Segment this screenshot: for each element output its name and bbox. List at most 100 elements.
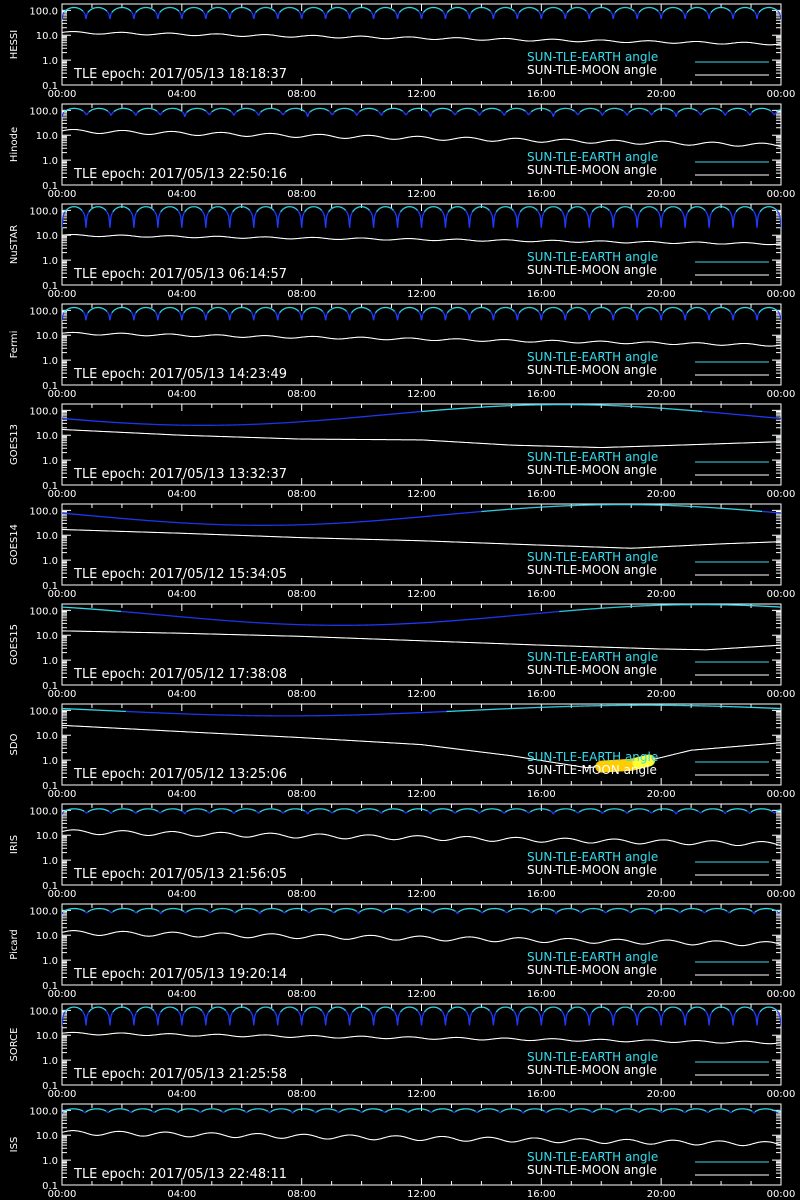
earth-angle-segment [259, 207, 262, 210]
earth-angle-segment [179, 109, 182, 112]
earth-angle-segment [712, 208, 715, 211]
earth-angle-segment [206, 312, 209, 316]
earth-angle-segment [558, 208, 561, 210]
earth-angle-segment [721, 110, 724, 113]
x-tick-label: 00:00 [767, 189, 796, 200]
earth-angle-segment [679, 208, 682, 211]
earth-angle-segment [127, 308, 130, 311]
earth-angle-segment [375, 10, 378, 13]
x-tick-label: 08:00 [287, 589, 316, 600]
earth-angle-segment [131, 312, 134, 316]
earth-angle-segment [776, 210, 779, 213]
earth-angle-segment [774, 308, 777, 311]
curves [62, 6, 781, 46]
earth-angle-segment [459, 109, 461, 111]
earth-angle-segment [367, 208, 369, 210]
earth-angle-segment [207, 10, 210, 13]
earth-angle-segment [535, 8, 537, 11]
earth-angle-segment [542, 211, 545, 215]
earth-angle-segment [469, 12, 472, 15]
earth-angle-segment [569, 308, 572, 311]
earth-angle-segment [614, 311, 617, 314]
earth-angle-segment [704, 210, 707, 213]
earth-angle-segment [400, 109, 402, 111]
earth-angle-segment [771, 111, 774, 114]
earth-angle-segment [686, 10, 689, 13]
earth-angle-segment [630, 308, 633, 311]
earth-angle-segment [319, 308, 321, 311]
earth-angle-segment [297, 9, 300, 12]
moon-angle-line [62, 233, 781, 246]
earth-angle-segment [396, 314, 400, 321]
earth-angle-segment [255, 211, 258, 215]
earth-angle-segment [328, 110, 331, 113]
earth-angle-segment [324, 14, 328, 20]
earth-angle-segment [351, 211, 354, 215]
earth-angle-segment [134, 12, 137, 15]
x-tick-label: 08:00 [287, 89, 316, 100]
earth-angle-segment [440, 210, 443, 213]
x-tick-label: 12:00 [407, 189, 436, 200]
earth-angle-segment [750, 208, 753, 210]
earth-angle-segment [605, 109, 608, 112]
earth-angle-segment [656, 9, 659, 12]
earth-angle-segment [478, 113, 481, 116]
earth-angle-segment [200, 208, 203, 211]
earth-angle-segment [712, 8, 715, 11]
earth-angle-segment [127, 8, 130, 11]
earth-angle-segment [666, 207, 669, 210]
earth-angle-segment [63, 110, 66, 113]
earth-angle-segment [415, 208, 417, 210]
earth-angle-segment [226, 10, 229, 13]
earth-angle-segment [160, 309, 163, 312]
earth-angle-segment [247, 208, 250, 210]
earth-angle-segment [394, 12, 398, 15]
earth-angle-segment [81, 210, 84, 213]
earth-angle-segment [732, 14, 735, 20]
earth-angle-segment [303, 10, 306, 13]
earth-angle-segment [599, 111, 602, 114]
earth-angle-segment [709, 312, 712, 316]
x-tick-label: 12:00 [407, 589, 436, 600]
earth-angle-segment [488, 210, 491, 213]
earth-angle-segment [572, 109, 575, 112]
earth-angle-segment [570, 207, 573, 210]
earth-angle-segment [376, 309, 379, 312]
earth-angle-segment [227, 312, 230, 316]
earth-angle-segment [105, 210, 108, 213]
earth-angle-segment [640, 309, 643, 311]
earth-angle-segment [329, 111, 332, 114]
earth-angle-segment [184, 113, 187, 118]
earth-angle-segment [655, 309, 658, 311]
x-tick-label: 00:00 [48, 389, 77, 400]
earth-angle-segment [522, 8, 524, 11]
earth-angle-segment [254, 12, 257, 15]
earth-angle-segment [114, 308, 117, 311]
earth-angle-segment [275, 312, 278, 316]
earth-angle-segment [779, 216, 781, 228]
earth-angle-segment [394, 213, 398, 217]
earth-angle-segment [426, 308, 428, 311]
earth-angle-segment [641, 208, 644, 210]
earth-angle-segment [417, 311, 421, 314]
earth-angle-segment [367, 8, 369, 11]
earth-angle-segment [615, 309, 618, 312]
earth-angle-segment [128, 208, 131, 211]
earth-angle-segment [327, 211, 330, 215]
earth-angle-segment [750, 111, 753, 114]
earth-angle-segment [630, 109, 633, 112]
earth-angle-segment [494, 311, 497, 314]
curves [62, 206, 781, 246]
earth-angle-segment [614, 10, 617, 13]
earth-angle-segment [728, 109, 731, 112]
earth-angle-segment [410, 109, 412, 111]
earth-angle-segment [256, 309, 259, 312]
earth-angle-segment [774, 208, 777, 210]
earth-angle-segment [654, 8, 657, 11]
earth-angle-segment [200, 309, 203, 311]
earth-angle-segment [466, 312, 470, 316]
earth-angle-segment [224, 309, 227, 311]
earth-angle-segment [321, 9, 324, 12]
y-tick-label: 10.0 [36, 231, 58, 242]
earth-angle-segment [257, 309, 260, 311]
